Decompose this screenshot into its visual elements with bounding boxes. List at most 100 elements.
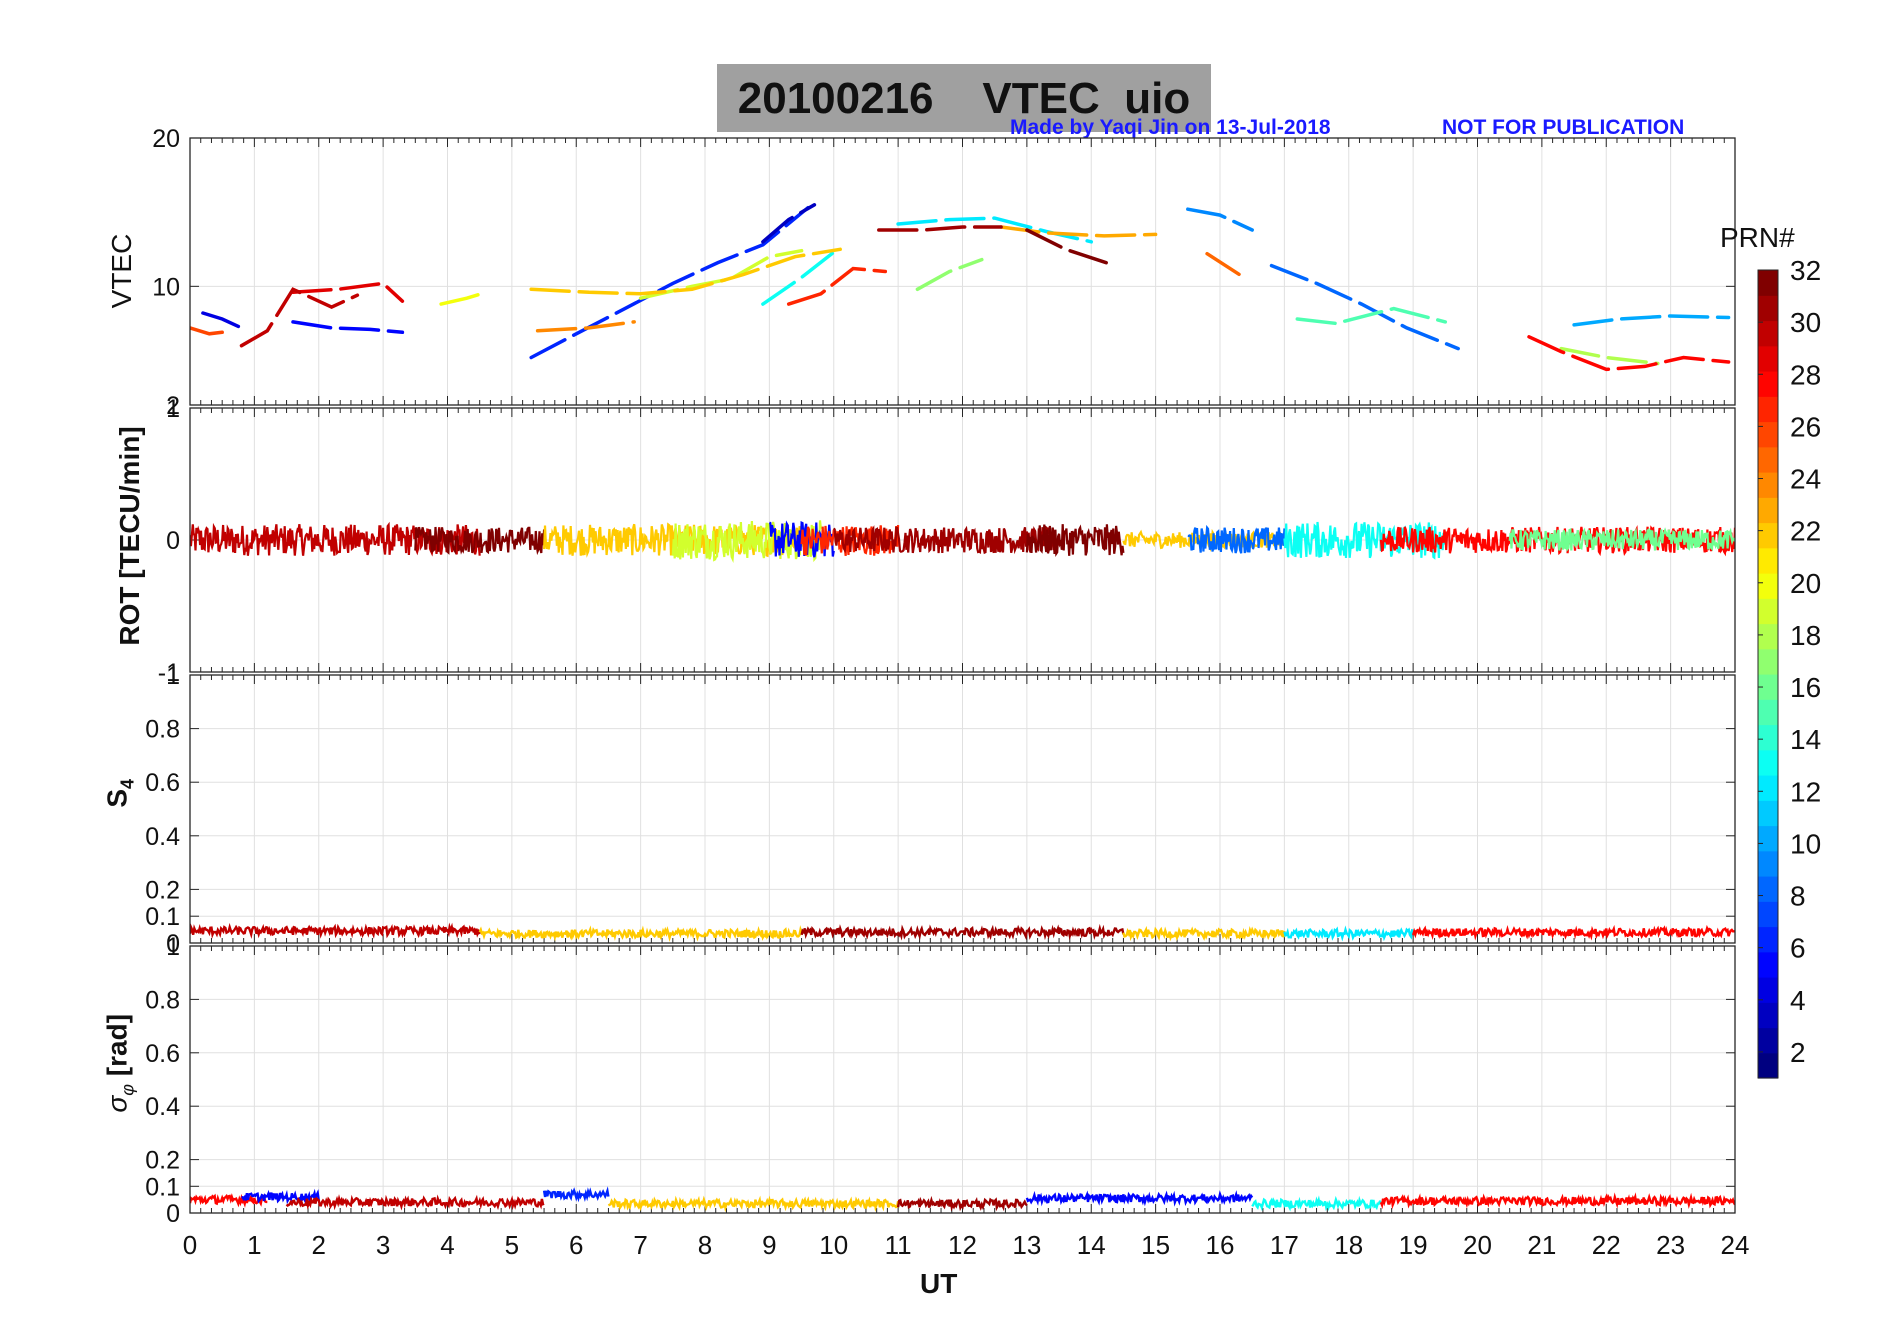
vtec-series-prn-20 <box>439 290 488 306</box>
vtec-series-prn-4 <box>201 311 244 330</box>
s4-ylabel-main: S <box>101 788 133 808</box>
vtec-series-prn-15 <box>1295 306 1448 326</box>
colorbar-cell <box>1758 775 1778 801</box>
colorbar-cell <box>1758 573 1778 599</box>
vtec-series-prn-25 <box>1205 251 1242 277</box>
vtec-series-prn-8 <box>1269 263 1460 351</box>
x-tick-label: 12 <box>948 1230 977 1260</box>
sigma-ylabel: σφ [rad] <box>102 983 139 1143</box>
y-tick-label: -1 <box>158 659 180 687</box>
s4-ylabel-sub: 4 <box>117 778 138 789</box>
colorbar-tick-label: 28 <box>1790 359 1821 390</box>
credit-made-by: Made by Yaqi Jin on 13-Jul-2018 <box>1010 116 1331 139</box>
title-box: 20100216 VTEC uio <box>717 64 1211 132</box>
colorbar-tick-label: 6 <box>1790 933 1806 964</box>
x-tick-label: 11 <box>885 1230 912 1260</box>
colorbar-tick-label: 24 <box>1790 464 1821 495</box>
colorbar-tick-label: 16 <box>1790 672 1821 703</box>
colorbar-cell <box>1758 699 1778 726</box>
x-tick-label: 9 <box>762 1230 776 1260</box>
sigma-series-prn-31 <box>896 1195 1028 1212</box>
colorbar-tick-label: 26 <box>1790 411 1821 442</box>
panel-frame <box>189 137 1736 406</box>
panel-data <box>190 1186 1735 1213</box>
colorbar-tick-label: 14 <box>1790 724 1821 755</box>
sigma-series-prn-28 <box>1379 1192 1735 1210</box>
sigma-ylabel-unit: [rad] <box>101 1013 133 1084</box>
sigma-ylabel-sub: φ <box>117 1083 138 1096</box>
colorbar-cell <box>1758 446 1778 473</box>
y-tick-label: 1 <box>166 395 180 423</box>
y-tick-label: 0.4 <box>145 823 180 851</box>
colorbar-cell <box>1758 674 1778 700</box>
x-tick-label: 16 <box>1206 1230 1235 1260</box>
y-tick-label: 0.2 <box>145 1147 180 1175</box>
x-tick-label: 21 <box>1527 1230 1556 1260</box>
y-tick-label: 0.8 <box>145 716 180 744</box>
vtec-series-prn-5 <box>291 320 405 335</box>
panel-4: 00.10.20.40.60.81 <box>145 933 1736 1228</box>
x-tick-label: 10 <box>819 1230 848 1260</box>
vtec-series-prn-9 <box>1186 207 1254 232</box>
colorbar-tick-label: 2 <box>1790 1037 1806 1068</box>
x-tick-label: 8 <box>698 1230 712 1260</box>
x-axis-label: UT <box>920 1268 958 1299</box>
x-tick-label: 1 <box>247 1230 261 1260</box>
colorbar-cell <box>1758 724 1778 751</box>
panel-frame <box>189 945 1736 1214</box>
vtec-series-prn-24 <box>535 320 636 333</box>
vtec-series-prn-28 <box>1527 335 1731 372</box>
panel-2: -1 0 1 <box>158 395 1736 687</box>
panel-frame <box>189 407 1736 673</box>
vtec-series-prn-23 <box>999 225 1158 238</box>
colorbar-tick-label: 4 <box>1790 985 1806 1016</box>
colorbar-cell <box>1758 598 1778 625</box>
y-tick-label: 0.2 <box>145 876 180 904</box>
colorbar-cell <box>1758 800 1778 827</box>
sigma-series-prn-22 <box>607 1195 900 1213</box>
panel-3: 00.10.2 0.4 0.6 0.8 1 <box>145 662 1736 958</box>
vtec-series-prn-18 <box>1559 346 1660 366</box>
rot-series-prn-8 <box>1187 524 1286 554</box>
colorbar-cell <box>1758 951 1778 978</box>
x-tick-label: 22 <box>1592 1230 1621 1260</box>
rot-series-prn-32 <box>1025 524 1125 557</box>
panel-data <box>190 520 1735 563</box>
colorbar-cell <box>1758 345 1778 372</box>
sigma-series-prn-6 <box>542 1186 610 1203</box>
rot-series-prn-31 <box>832 524 1061 555</box>
rot-series-prn-13 <box>1283 521 1447 560</box>
x-tick-label: 18 <box>1334 1230 1363 1260</box>
s4-series-prn-31 <box>800 923 1125 941</box>
y-tick-label: 0.6 <box>145 1040 180 1068</box>
y-tick-label: 0.1 <box>145 903 180 931</box>
vtec-series-prn-30 <box>239 287 360 348</box>
vtec-series-prn-29 <box>291 281 405 303</box>
x-tick-label: 14 <box>1077 1230 1106 1260</box>
x-tick-label: 3 <box>376 1230 390 1260</box>
y-tick-label: 2 <box>166 392 180 420</box>
x-tick-label: 0 <box>183 1230 197 1260</box>
y-tick-label: 0.6 <box>145 769 180 797</box>
colorbar-label: PRN# <box>1720 222 1795 253</box>
colorbar-cell <box>1758 1002 1778 1029</box>
colorbar-tick-label: 30 <box>1790 307 1821 338</box>
vtec-ylabel: VTEC <box>106 233 137 309</box>
colorbar-cell <box>1758 497 1778 524</box>
colorbar-cell <box>1758 295 1778 322</box>
x-tick-label: 23 <box>1656 1230 1685 1260</box>
x-tick-label: 20 <box>1463 1230 1492 1260</box>
x-tick-label: 24 <box>1721 1230 1750 1260</box>
y-tick-label: 1 <box>166 933 180 961</box>
colorbar-cell <box>1758 320 1778 347</box>
colorbar-cell <box>1758 472 1778 498</box>
sigma-series-prn-5 <box>1025 1190 1254 1207</box>
x-tick-label: 17 <box>1270 1230 1299 1260</box>
vtec-series-prn-3 <box>761 203 817 244</box>
colorbar-cell <box>1758 926 1778 953</box>
colorbar-cell <box>1758 1027 1778 1054</box>
vtec-series-prn-32 <box>1025 228 1113 266</box>
vtec-series-prn-13 <box>761 250 836 306</box>
s4-ylabel: S4 <box>102 753 139 833</box>
rot-series-prn-19 <box>671 520 822 563</box>
